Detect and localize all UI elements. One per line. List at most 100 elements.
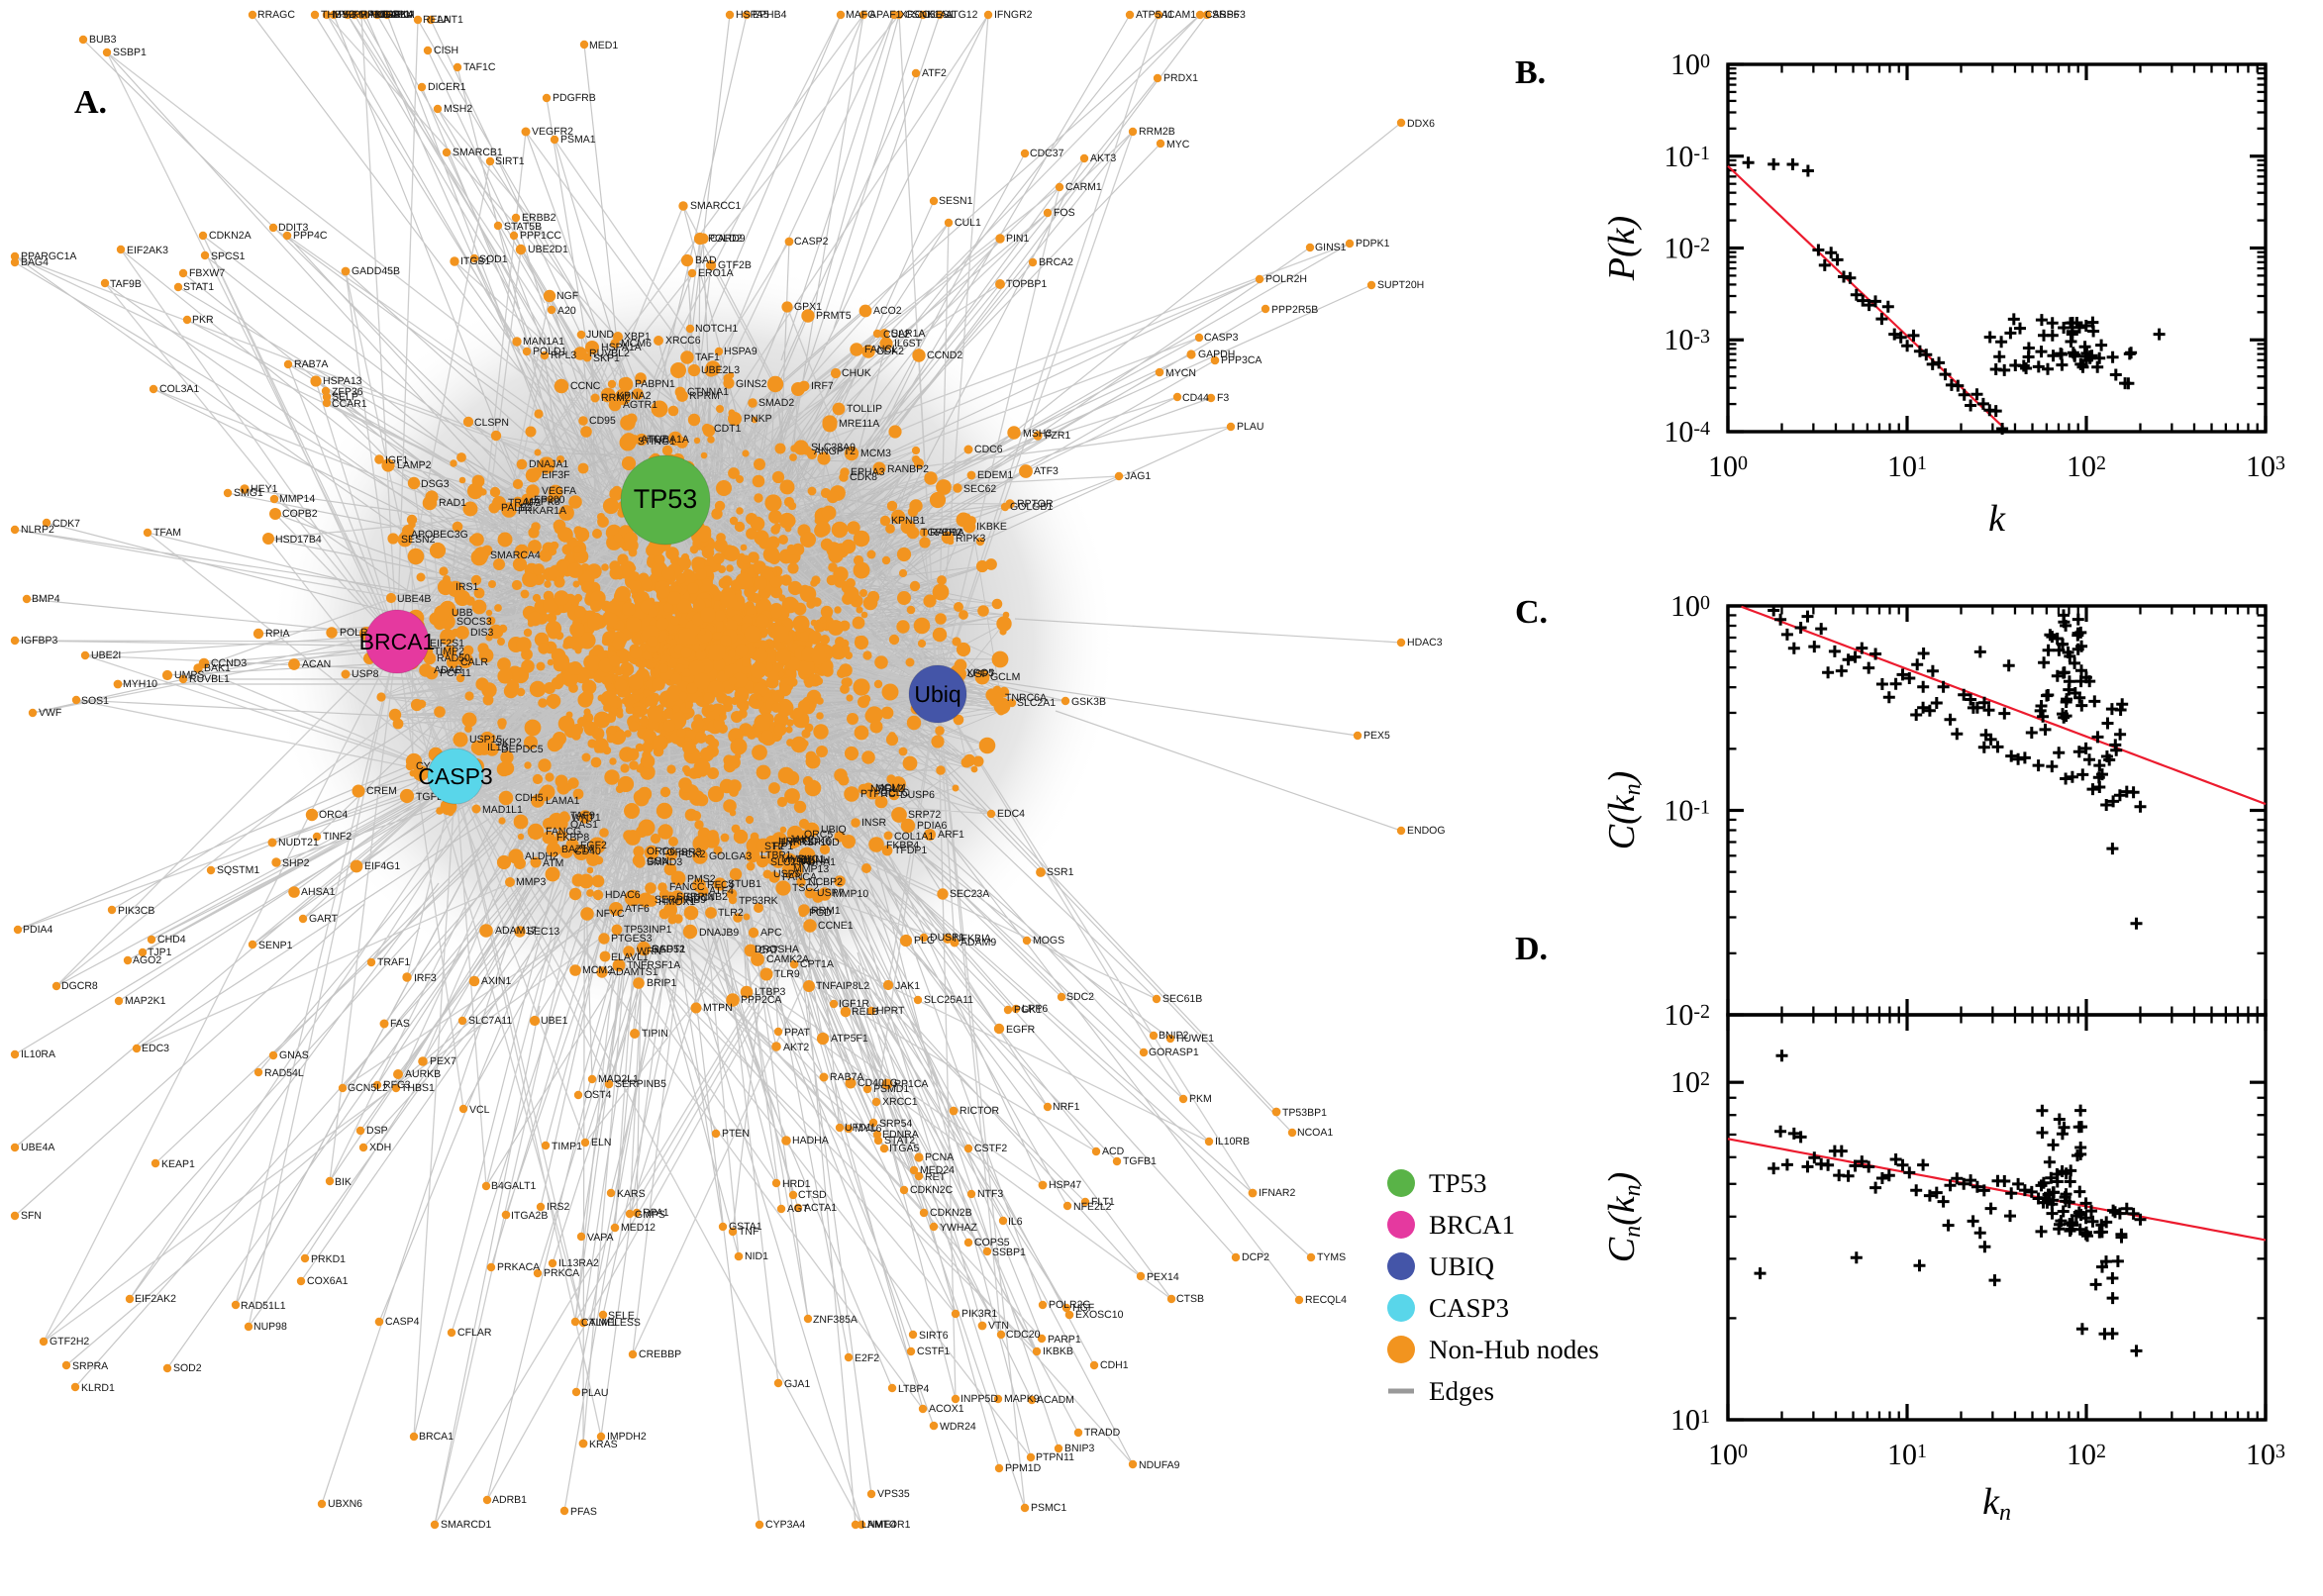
svg-text:CASP2: CASP2 <box>794 236 829 248</box>
svg-text:RIPK3: RIPK3 <box>956 533 986 545</box>
svg-text:MRE11A: MRE11A <box>839 418 879 430</box>
svg-text:NGF: NGF <box>556 290 578 302</box>
svg-text:SELP: SELP <box>332 391 358 403</box>
svg-text:CTSD: CTSD <box>798 1189 827 1201</box>
svg-text:TLR9: TLR9 <box>774 968 800 980</box>
svg-text:CREBBP: CREBBP <box>639 1348 681 1360</box>
svg-text:PNKP: PNKP <box>744 413 772 425</box>
svg-text:RELA: RELA <box>423 14 450 26</box>
svg-text:EPHA3: EPHA3 <box>851 466 885 478</box>
svg-text:PRDX1: PRDX1 <box>1163 72 1198 84</box>
svg-text:CDKN2A: CDKN2A <box>209 230 252 242</box>
svg-text:EXOSC10: EXOSC10 <box>1075 1309 1124 1321</box>
svg-text:RAD1: RAD1 <box>439 497 466 509</box>
svg-text:SMARCD1: SMARCD1 <box>441 1519 492 1531</box>
svg-text:SQSTM1: SQSTM1 <box>217 864 259 876</box>
svg-text:IFNAR2: IFNAR2 <box>1259 1187 1296 1199</box>
svg-text:PDPK1: PDPK1 <box>1356 238 1390 249</box>
svg-text:102: 102 <box>2067 450 2106 483</box>
svg-text:100: 100 <box>1670 590 1710 623</box>
svg-text:MAN1A1: MAN1A1 <box>523 336 564 348</box>
svg-text:DUSP6: DUSP6 <box>900 789 935 801</box>
svg-text:MAD1L1: MAD1L1 <box>482 804 523 816</box>
svg-text:TOLLIP: TOLLIP <box>847 403 882 415</box>
svg-text:ELN: ELN <box>591 1137 611 1148</box>
svg-text:MMP10: MMP10 <box>833 888 868 900</box>
svg-text:JUND: JUND <box>586 329 614 341</box>
svg-text:MCM3: MCM3 <box>860 448 891 459</box>
svg-text:KLRD1: KLRD1 <box>81 1382 115 1394</box>
svg-text:SMARCC1: SMARCC1 <box>690 200 742 212</box>
svg-text:INSR: INSR <box>861 817 887 829</box>
svg-text:CCND2: CCND2 <box>927 349 962 361</box>
svg-text:GNAS: GNAS <box>279 1049 309 1061</box>
svg-text:DEPDC5: DEPDC5 <box>501 744 544 755</box>
svg-text:RRM2: RRM2 <box>601 392 631 404</box>
svg-text:CD95: CD95 <box>589 415 616 427</box>
svg-text:PARP1: PARP1 <box>1048 1334 1081 1346</box>
svg-text:SESN1: SESN1 <box>939 195 973 207</box>
svg-text:TP53BP1: TP53BP1 <box>1282 1107 1327 1119</box>
svg-text:IFNGR2: IFNGR2 <box>994 9 1033 21</box>
svg-text:AXIN1: AXIN1 <box>481 975 512 987</box>
svg-text:HPRT: HPRT <box>876 1005 905 1017</box>
svg-text:BRCA1: BRCA1 <box>419 1431 454 1443</box>
svg-text:DICER1: DICER1 <box>428 81 466 93</box>
svg-text:102: 102 <box>1670 1066 1710 1099</box>
svg-text:CCNC: CCNC <box>570 380 601 392</box>
svg-text:CARM1: CARM1 <box>1065 181 1102 193</box>
svg-text:PIK3CB: PIK3CB <box>118 905 154 917</box>
svg-text:PRMT5: PRMT5 <box>816 310 852 322</box>
svg-text:SEC61B: SEC61B <box>1162 993 1202 1005</box>
svg-text:PIN1: PIN1 <box>1006 233 1030 245</box>
svg-text:DNAJB9: DNAJB9 <box>699 927 739 939</box>
svg-text:GADD45B: GADD45B <box>352 265 400 277</box>
svg-text:SPCS1: SPCS1 <box>211 250 246 262</box>
svg-text:NCOA1: NCOA1 <box>1297 1127 1333 1139</box>
svg-text:SLC2A1: SLC2A1 <box>1017 697 1056 709</box>
svg-text:AGT: AGT <box>787 1203 809 1215</box>
svg-text:100: 100 <box>1708 1439 1748 1471</box>
svg-text:VPS35: VPS35 <box>877 1488 910 1500</box>
svg-text:10-1: 10-1 <box>1664 141 1710 173</box>
svg-text:MYC: MYC <box>1166 139 1190 150</box>
svg-text:Cn(kn): Cn(kn) <box>1601 1172 1646 1263</box>
svg-text:MMP14: MMP14 <box>279 493 315 505</box>
svg-text:RPL3: RPL3 <box>551 349 576 361</box>
svg-text:EIF3F: EIF3F <box>542 469 570 481</box>
svg-text:SRSF3: SRSF3 <box>1212 9 1246 21</box>
svg-text:k: k <box>1988 498 2006 540</box>
svg-text:101: 101 <box>1670 1404 1710 1437</box>
svg-text:EGFR: EGFR <box>1006 1024 1036 1036</box>
svg-text:SOD1: SOD1 <box>479 253 508 265</box>
svg-text:101: 101 <box>1887 1439 1927 1471</box>
svg-text:FZR1: FZR1 <box>1045 430 1070 442</box>
svg-text:DUSP1: DUSP1 <box>930 932 964 944</box>
svg-text:BAD: BAD <box>695 254 717 266</box>
svg-text:CASP3: CASP3 <box>418 763 492 789</box>
svg-text:GORASP1: GORASP1 <box>1149 1047 1199 1058</box>
svg-text:PDGFRB: PDGFRB <box>553 92 596 104</box>
svg-text:MED1: MED1 <box>589 40 618 51</box>
svg-text:HSP47: HSP47 <box>1049 1179 1081 1191</box>
svg-text:BRIP1: BRIP1 <box>647 977 677 989</box>
svg-text:STAT1: STAT1 <box>183 281 214 293</box>
svg-text:10-2: 10-2 <box>1664 233 1710 265</box>
svg-text:PEX7: PEX7 <box>430 1055 456 1067</box>
svg-text:10-3: 10-3 <box>1664 324 1710 356</box>
svg-text:DCP2: DCP2 <box>1242 1251 1269 1263</box>
svg-text:IL10RB: IL10RB <box>1215 1136 1250 1147</box>
svg-text:JAK2: JAK2 <box>789 834 814 846</box>
svg-text:MYH10: MYH10 <box>123 678 157 690</box>
svg-text:ACAN: ACAN <box>302 658 331 670</box>
svg-text:ADRB1: ADRB1 <box>492 1494 527 1506</box>
svg-text:ATP5A1: ATP5A1 <box>1136 9 1173 21</box>
svg-text:10-1: 10-1 <box>1664 795 1710 828</box>
svg-text:IL10RA: IL10RA <box>21 1048 55 1060</box>
svg-text:SMAD2: SMAD2 <box>758 397 794 409</box>
svg-text:FKBP4: FKBP4 <box>886 840 919 851</box>
svg-text:STAT5B: STAT5B <box>504 221 542 233</box>
svg-text:UBE2D1: UBE2D1 <box>528 244 568 255</box>
svg-text:100: 100 <box>1670 49 1710 81</box>
svg-text:CHD4: CHD4 <box>157 934 186 946</box>
